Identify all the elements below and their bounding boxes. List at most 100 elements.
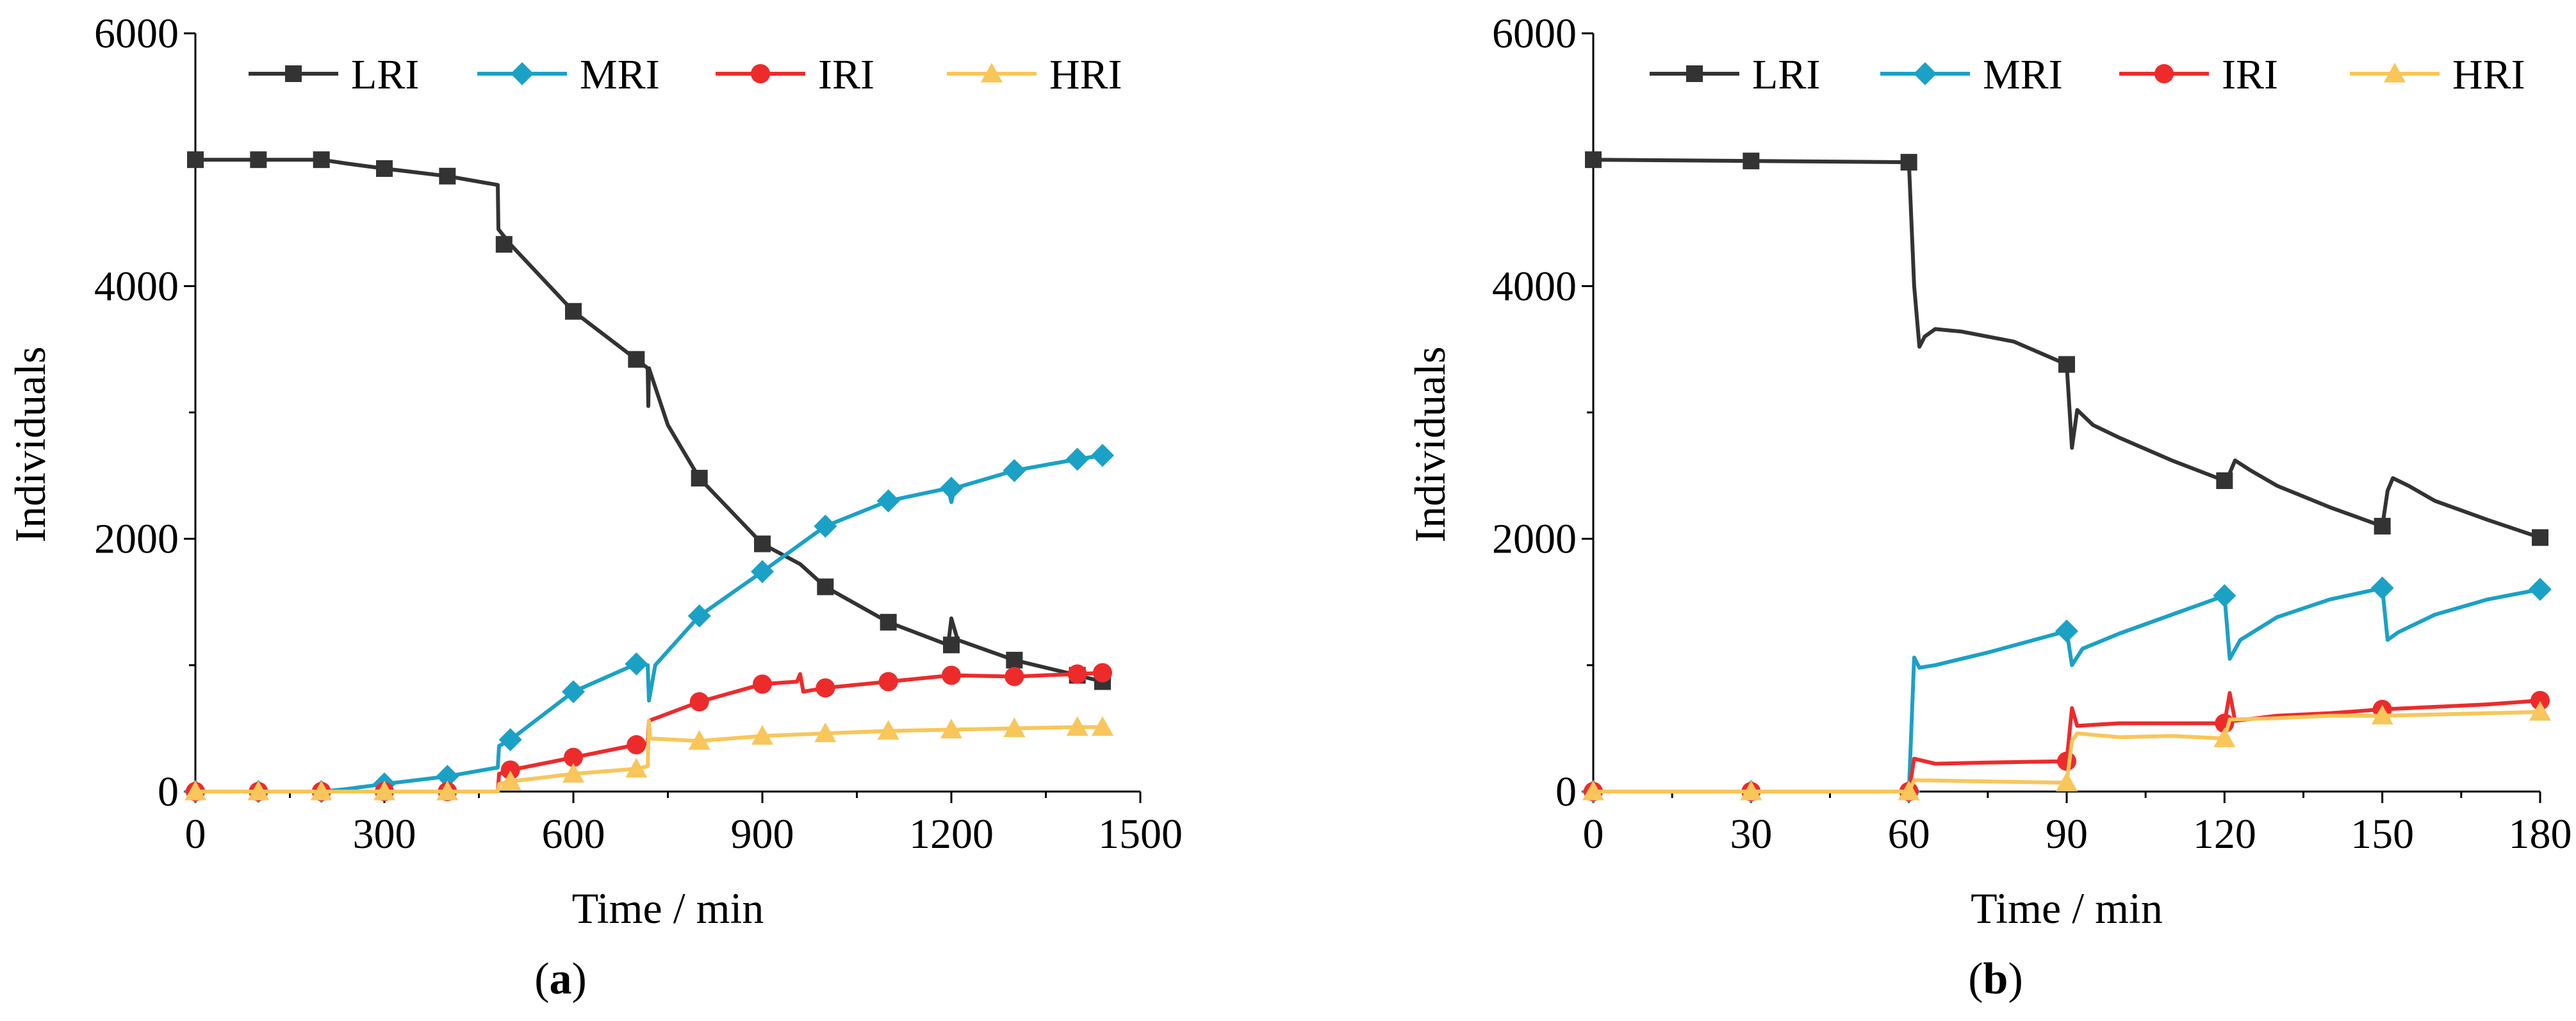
data-point-lri <box>817 578 834 595</box>
data-point-iri <box>627 735 646 755</box>
panel-label: (a) <box>534 954 587 1004</box>
data-point-hri <box>940 718 962 738</box>
x-tick-label: 1500 <box>1098 811 1183 858</box>
panel-label-close: ) <box>2008 954 2022 1004</box>
data-point-lri <box>313 151 330 169</box>
data-point-lri <box>2532 529 2548 546</box>
data-point-lri <box>691 470 708 487</box>
data-point-mri <box>814 514 837 538</box>
data-point-lri <box>754 535 771 552</box>
data-point-lri <box>880 613 897 631</box>
legend-label-hri: HRI <box>1049 51 1122 98</box>
data-point-iri <box>753 674 772 694</box>
panel-label-letter: a <box>550 954 572 1004</box>
data-point-hri <box>688 730 710 750</box>
data-point-lri <box>1006 651 1023 668</box>
x-tick-label: 600 <box>542 811 605 858</box>
y-tick-label: 2000 <box>94 516 179 563</box>
y-tick-label: 0 <box>1555 768 1577 815</box>
data-point-hri <box>877 720 899 740</box>
data-point-mri <box>687 604 711 627</box>
data-point-iri <box>1005 667 1024 686</box>
data-point-hri <box>1582 781 1604 801</box>
legend-label-hri: HRI <box>2452 51 2525 98</box>
legend-marker-lri <box>1686 65 1703 82</box>
legend-marker-iri <box>2154 64 2174 83</box>
x-tick-label: 0 <box>185 811 206 858</box>
panel-a: 0 300 600 900 1200 1500 0 2000 4000 6000 Time / mi… <box>6 10 1183 1004</box>
legend: LRI MRI IRI HRI <box>249 51 1122 98</box>
data-point-iri <box>689 692 709 712</box>
data-point-mri <box>751 560 774 583</box>
data-point-lri <box>943 636 960 654</box>
data-point-mri <box>498 728 522 752</box>
data-point-hri <box>814 722 837 742</box>
data-point-lri <box>628 351 645 368</box>
data-point-lri <box>376 160 393 177</box>
data-point-hri <box>185 781 206 801</box>
y-tick-label: 4000 <box>1492 263 1577 310</box>
legend-label-iri: IRI <box>2222 51 2278 98</box>
data-point-hri <box>2529 701 2551 721</box>
x-tick-label: 180 <box>2509 811 2572 858</box>
legend-marker-hri <box>981 63 1003 83</box>
legend-marker-mri <box>511 62 534 85</box>
y-axis-title: Individuals <box>1406 347 1454 543</box>
data-point-mri <box>436 765 459 788</box>
data-point-hri <box>751 725 773 745</box>
data-point-hri <box>2056 772 2078 792</box>
series-lri <box>1585 151 2548 546</box>
legend-label-mri: MRI <box>580 51 660 98</box>
data-point-hri <box>499 770 521 790</box>
legend-marker-hri <box>2384 63 2406 83</box>
series-line-mri <box>1593 586 2541 793</box>
data-point-iri <box>500 760 520 780</box>
data-point-lri <box>2058 356 2075 373</box>
panel-label-open: ( <box>1968 954 1983 1004</box>
data-point-lri <box>187 151 204 169</box>
data-point-lri <box>565 303 582 320</box>
data-point-mri <box>940 476 963 500</box>
y-tick-label: 2000 <box>1492 516 1577 563</box>
y-tick-label: 0 <box>158 768 179 815</box>
data-point-hri <box>2213 727 2236 747</box>
data-point-iri <box>2531 691 2550 711</box>
panel-b: 0 30 60 90 120 150 180 0 2000 4000 6000 Time / min I… <box>1406 10 2572 1004</box>
panel-label: (b) <box>1968 954 2023 1004</box>
x-tick-label: 90 <box>2046 811 2088 858</box>
legend-label-lri: LRI <box>1752 51 1820 98</box>
x-tick-label: 120 <box>2193 811 2256 858</box>
legend-label-iri: IRI <box>818 51 874 98</box>
data-point-iri <box>1067 664 1087 684</box>
data-point-lri <box>2374 517 2391 535</box>
panel-label-close: ) <box>572 954 587 1004</box>
data-point-lri <box>1900 154 1917 171</box>
legend-marker-lri <box>285 65 302 82</box>
legend-marker-mri <box>1914 62 1937 85</box>
data-point-hri <box>562 763 584 783</box>
x-axis-title: Time / min <box>1971 884 2163 933</box>
x-axis-title: Time / min <box>572 884 764 933</box>
data-point-lri <box>439 167 456 185</box>
series-line-lri <box>1593 158 2541 540</box>
data-point-mri <box>625 652 648 676</box>
x-tick-label: 300 <box>353 811 416 858</box>
data-point-mri <box>2055 619 2078 643</box>
data-point-hri <box>2371 704 2393 725</box>
data-point-hri <box>1898 781 1920 801</box>
data-point-mri <box>1065 447 1089 471</box>
data-point-mri <box>1091 444 1114 467</box>
legend-label-lri: LRI <box>351 51 419 98</box>
data-point-mri <box>2529 577 2552 601</box>
data-point-mri <box>2370 576 2394 600</box>
data-point-hri <box>625 758 648 778</box>
data-point-hri <box>310 781 332 801</box>
data-point-mri <box>2213 584 2236 608</box>
series-line-hri <box>1593 710 2541 793</box>
data-point-hri <box>1092 716 1113 736</box>
data-point-hri <box>1740 781 1762 801</box>
legend: LRI MRI IRI HRI <box>1650 51 2525 98</box>
series-line-lri <box>195 158 1103 684</box>
data-point-lri <box>250 151 267 169</box>
